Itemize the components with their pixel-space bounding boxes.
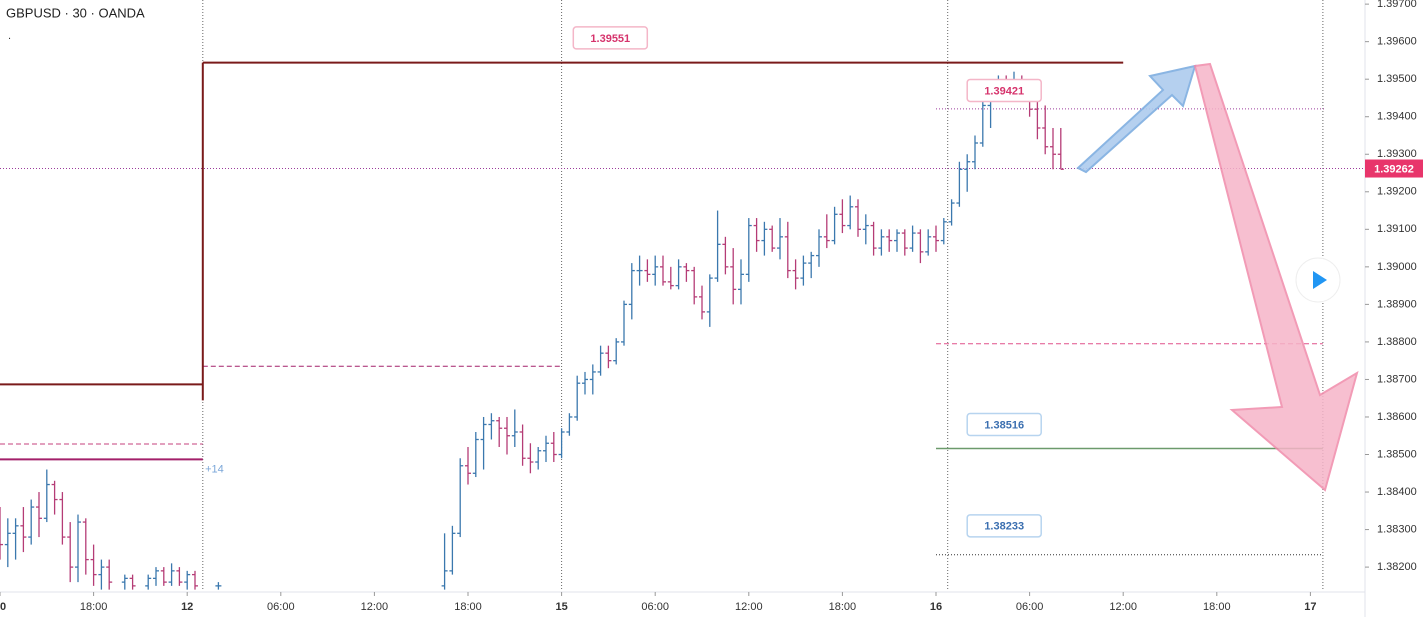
y-tick-label: 1.38400 [1377, 486, 1417, 498]
x-tick-label: 17 [1304, 601, 1316, 613]
x-tick-label: 18:00 [80, 601, 108, 613]
x-tick-label: 18:00 [829, 601, 857, 613]
annotation-box [966, 514, 1042, 538]
y-tick-label: 1.39600 [1377, 36, 1417, 48]
y-tick-label: 1.39300 [1377, 148, 1417, 160]
y-tick-label: 1.39400 [1377, 111, 1417, 123]
y-tick-label: 1.38500 [1377, 448, 1417, 460]
y-tick-label: 1.39500 [1377, 73, 1417, 85]
y-tick-label: 1.38900 [1377, 298, 1417, 310]
annotation-label: 1.39421 [984, 85, 1024, 97]
y-tick-label: 1.39000 [1377, 261, 1417, 273]
annotation-label: 1.38233 [984, 521, 1024, 533]
x-tick-label: 06:00 [1016, 601, 1044, 613]
y-tick-label: 1.39200 [1377, 186, 1417, 198]
x-tick-label: 12:00 [361, 601, 389, 613]
y-tick-label: 1.38800 [1377, 336, 1417, 348]
y-tick-label: 1.38600 [1377, 411, 1417, 423]
play-icon[interactable] [1313, 271, 1327, 289]
y-tick-label: 1.38300 [1377, 523, 1417, 535]
y-tick-label: 1.39700 [1377, 0, 1417, 10]
annotation-box [966, 78, 1042, 103]
annotation-box [572, 26, 649, 50]
down-arrow [1193, 62, 1359, 492]
annotation-label: 1.38516 [984, 419, 1024, 431]
y-tick-label: 1.39100 [1377, 223, 1417, 235]
x-tick-label: 00 [0, 601, 6, 613]
last-price-tag [1365, 159, 1423, 178]
x-tick-label: 12:00 [735, 601, 763, 613]
chart-title: GBPUSD · 30 · OANDA [6, 5, 145, 20]
annotation-label: 1.39551 [590, 33, 630, 45]
y-tick-label: 1.38700 [1377, 373, 1417, 385]
x-tick-label: 12:00 [1109, 601, 1137, 613]
x-tick-label: 12 [181, 601, 193, 613]
x-tick-label: 16 [930, 601, 942, 613]
x-tick-label: 06:00 [267, 601, 295, 613]
x-tick-label: 15 [555, 601, 567, 613]
step-label: +14 [205, 463, 224, 475]
x-tick-label: 18:00 [1203, 601, 1231, 613]
last-price-label: 1.39262 [1374, 163, 1414, 175]
x-tick-label: 18:00 [454, 601, 482, 613]
y-tick-label: 1.38200 [1377, 561, 1417, 573]
x-tick-label: 06:00 [641, 601, 669, 613]
plot: 1.39551 1.39421 1.38516 1.38233 +14 [0, 0, 1365, 590]
annotation-box [966, 412, 1042, 437]
up-arrow [1076, 64, 1197, 174]
chart-subtitle: . [8, 30, 11, 42]
